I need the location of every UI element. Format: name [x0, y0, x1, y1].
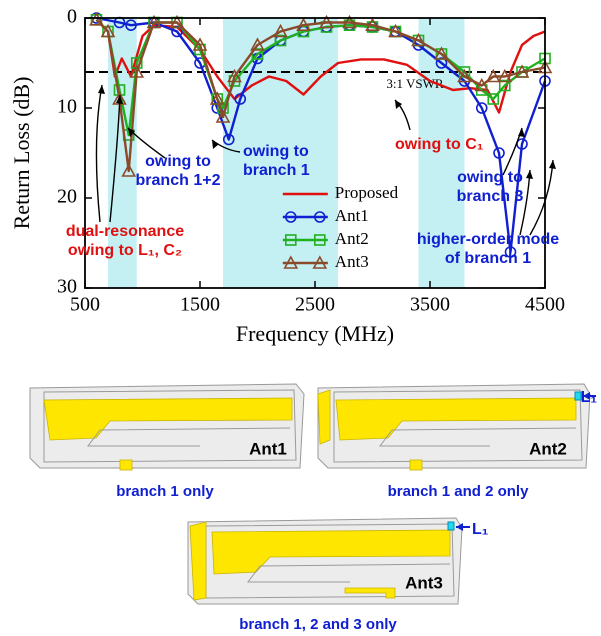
x-tick-label: 1500 — [180, 294, 220, 316]
annotation: branch 1+2 — [136, 172, 221, 189]
y-axis-label: Return Loss (dB) — [9, 77, 34, 230]
y-tick-label: 20 — [57, 186, 77, 208]
diagram-marker: L₁ — [472, 521, 489, 538]
diagram-label: Ant2 — [529, 439, 567, 458]
annotation: branch 3 — [457, 188, 524, 205]
diagram-marker: L₁ — [581, 389, 598, 406]
figure: Frequency (MHz) Return Loss (dB) 3:1 VSW… — [0, 0, 601, 636]
legend-label: Ant2 — [335, 229, 369, 248]
diagram-label: Ant1 — [249, 439, 287, 458]
annotation: owing to L₁, C₂ — [68, 242, 182, 259]
legend-label: Proposed — [335, 183, 399, 202]
legend-label: Ant1 — [335, 206, 369, 225]
y-tick-label: 0 — [67, 6, 77, 28]
diagram-label: Ant3 — [405, 573, 443, 592]
x-tick-label: 4500 — [525, 294, 565, 316]
annotation: owing to — [457, 169, 523, 186]
x-axis-label: Frequency (MHz) — [236, 321, 394, 346]
annotation: of branch 1 — [445, 250, 531, 267]
x-tick-label: 2500 — [295, 294, 335, 316]
y-tick-label: 30 — [57, 276, 77, 298]
legend-label: Ant3 — [335, 252, 369, 271]
annotation: owing to — [145, 153, 211, 170]
y-tick-label: 10 — [57, 96, 77, 118]
diagram-caption: branch 1 only — [116, 483, 214, 500]
x-tick-label: 3500 — [410, 294, 450, 316]
annotation: owing to — [243, 143, 309, 160]
annotation: dual-resonance — [66, 223, 184, 240]
diagram-caption: branch 1 and 2 only — [388, 483, 530, 500]
diagram-caption: branch 1, 2 and 3 only — [239, 616, 397, 633]
annotation: owing to C₁ — [395, 136, 484, 153]
annotation: higher-order mode — [417, 231, 559, 248]
annotation: branch 1 — [243, 162, 310, 179]
